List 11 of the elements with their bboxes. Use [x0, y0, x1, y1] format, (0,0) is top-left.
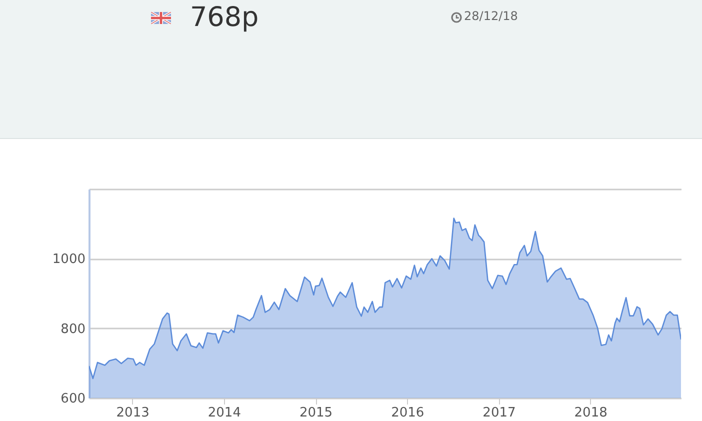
- y-tick-label: 600: [60, 392, 86, 406]
- x-tick-label: 2015: [299, 406, 333, 420]
- y-tick-label: 1000: [52, 252, 86, 268]
- text: 28/12/18: [464, 9, 518, 23]
- x-tick-label: 2018: [574, 406, 608, 420]
- x-tick-label: 2017: [482, 406, 516, 420]
- text: 768p: [190, 2, 259, 33]
- x-tick-label: 2013: [116, 406, 150, 420]
- x-tick-label: 2016: [391, 406, 424, 420]
- y-tick-label: 800: [60, 322, 86, 337]
- x-tick-label: 2014: [208, 406, 241, 420]
